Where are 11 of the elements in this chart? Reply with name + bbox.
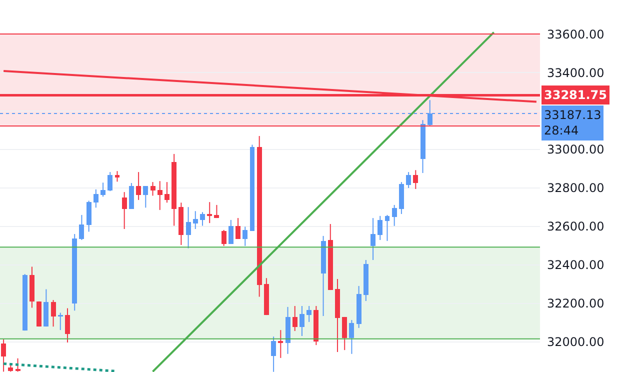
y-tick-label: 32200.00 <box>547 296 604 311</box>
y-tick-label: 32400.00 <box>547 258 604 272</box>
y-tick-label: 32600.00 <box>547 220 604 234</box>
y-tick-label: 32000.00 <box>547 335 604 350</box>
ref-line-label: 33281.75 <box>544 88 608 102</box>
y-tick-label: 32800.00 <box>547 181 604 196</box>
y-tick-label: 33000.00 <box>547 142 604 157</box>
y-tick-label: 33400.00 <box>547 66 604 80</box>
ref-line-label: 33187.13 <box>544 108 602 122</box>
y-tick-label: 33600.00 <box>547 27 604 42</box>
text: 28:44 <box>544 124 579 138</box>
